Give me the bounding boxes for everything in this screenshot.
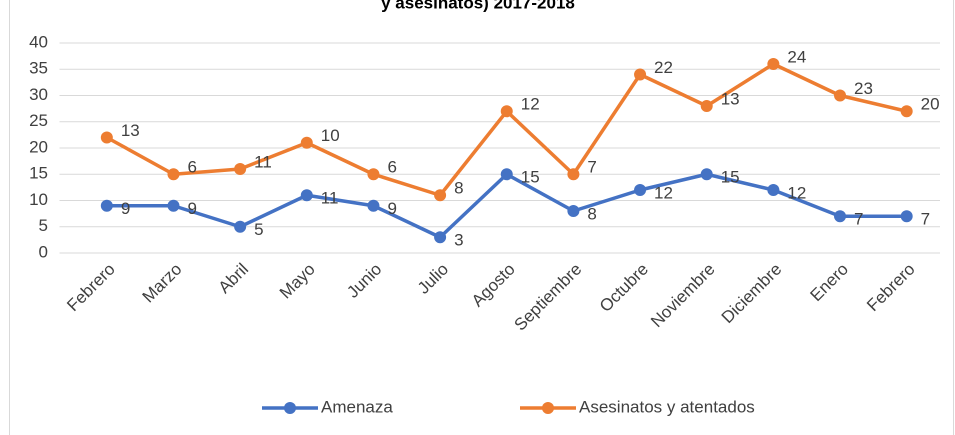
- data-point: [434, 231, 447, 244]
- x-tick-label: Octubre: [596, 260, 652, 316]
- chart-title: y asesinatos) 2017-2018: [381, 0, 575, 12]
- data-label: 13: [121, 121, 140, 140]
- chart-frame: [9, 0, 954, 435]
- data-label: 9: [121, 199, 130, 218]
- data-label: 15: [721, 168, 740, 187]
- data-label: 20: [921, 95, 940, 114]
- x-tick-label: Agosto: [468, 260, 519, 311]
- data-point: [300, 189, 313, 202]
- data-label: 7: [854, 210, 863, 229]
- y-tick-label: 5: [39, 216, 48, 235]
- data-point: [167, 168, 180, 181]
- data-label: 9: [187, 199, 196, 218]
- data-label: 23: [854, 79, 873, 98]
- x-tick-label: Julio: [414, 260, 452, 298]
- data-point: [434, 189, 447, 202]
- data-label: 22: [654, 58, 673, 77]
- data-label: 6: [187, 158, 196, 177]
- y-tick-label: 25: [29, 111, 48, 130]
- data-point: [634, 184, 647, 196]
- x-tick-label: Noviembre: [647, 260, 719, 332]
- data-label: 8: [587, 204, 596, 223]
- data-point: [700, 168, 713, 181]
- data-point: [900, 210, 913, 223]
- y-tick-label: 15: [29, 164, 48, 183]
- x-tick-label: Abril: [215, 260, 252, 297]
- data-label: 5: [254, 220, 263, 239]
- data-label: 7: [921, 210, 930, 229]
- x-tick-label: Enero: [806, 260, 852, 306]
- x-tick-label: Mayo: [276, 260, 319, 303]
- data-point: [700, 100, 713, 112]
- data-label: 12: [787, 183, 806, 202]
- x-tick-label: Junio: [343, 260, 385, 302]
- y-tick-label: 35: [29, 59, 48, 78]
- data-label: 13: [721, 89, 740, 108]
- data-point: [300, 136, 313, 149]
- x-tick-label: Septiembre: [510, 260, 585, 335]
- y-tick-label: 0: [39, 242, 48, 261]
- y-tick-label: 10: [29, 190, 48, 209]
- data-point: [767, 184, 780, 196]
- data-point: [167, 199, 180, 212]
- data-point: [567, 205, 580, 217]
- legend-label: Amenaza: [321, 397, 393, 416]
- data-label: 15: [521, 168, 540, 187]
- y-tick-label: 40: [29, 32, 48, 51]
- data-label: 24: [787, 47, 806, 66]
- data-label: 10: [321, 126, 340, 145]
- x-tick-label: Diciembre: [718, 260, 786, 328]
- data-point: [234, 163, 247, 175]
- x-tick-label: Marzo: [139, 260, 186, 307]
- data-point: [900, 105, 913, 118]
- legend-marker: [542, 402, 554, 414]
- data-point: [100, 199, 113, 212]
- data-label: 7: [587, 158, 596, 177]
- data-point: [634, 68, 647, 81]
- data-point: [500, 105, 513, 118]
- data-point: [234, 220, 247, 233]
- data-point: [834, 89, 847, 102]
- legend-label: Asesinatos y atentados: [579, 397, 755, 416]
- data-point: [367, 199, 380, 212]
- data-point: [567, 168, 580, 181]
- data-label: 12: [521, 95, 540, 114]
- data-point: [834, 210, 847, 223]
- legend-marker: [284, 402, 296, 414]
- data-point: [100, 131, 113, 144]
- x-tick-label: Febrero: [863, 260, 919, 316]
- data-label: 12: [654, 183, 673, 202]
- data-label: 6: [387, 158, 396, 177]
- data-label: 11: [254, 152, 272, 171]
- data-label: 9: [387, 199, 396, 218]
- data-point: [767, 58, 780, 70]
- data-label: 8: [454, 179, 463, 198]
- data-label: 11: [321, 189, 339, 208]
- data-point: [500, 168, 513, 181]
- y-tick-label: 20: [29, 137, 48, 156]
- data-point: [367, 168, 380, 181]
- y-tick-label: 30: [29, 85, 48, 104]
- x-tick-label: Febrero: [63, 260, 119, 316]
- data-label: 3: [454, 231, 463, 250]
